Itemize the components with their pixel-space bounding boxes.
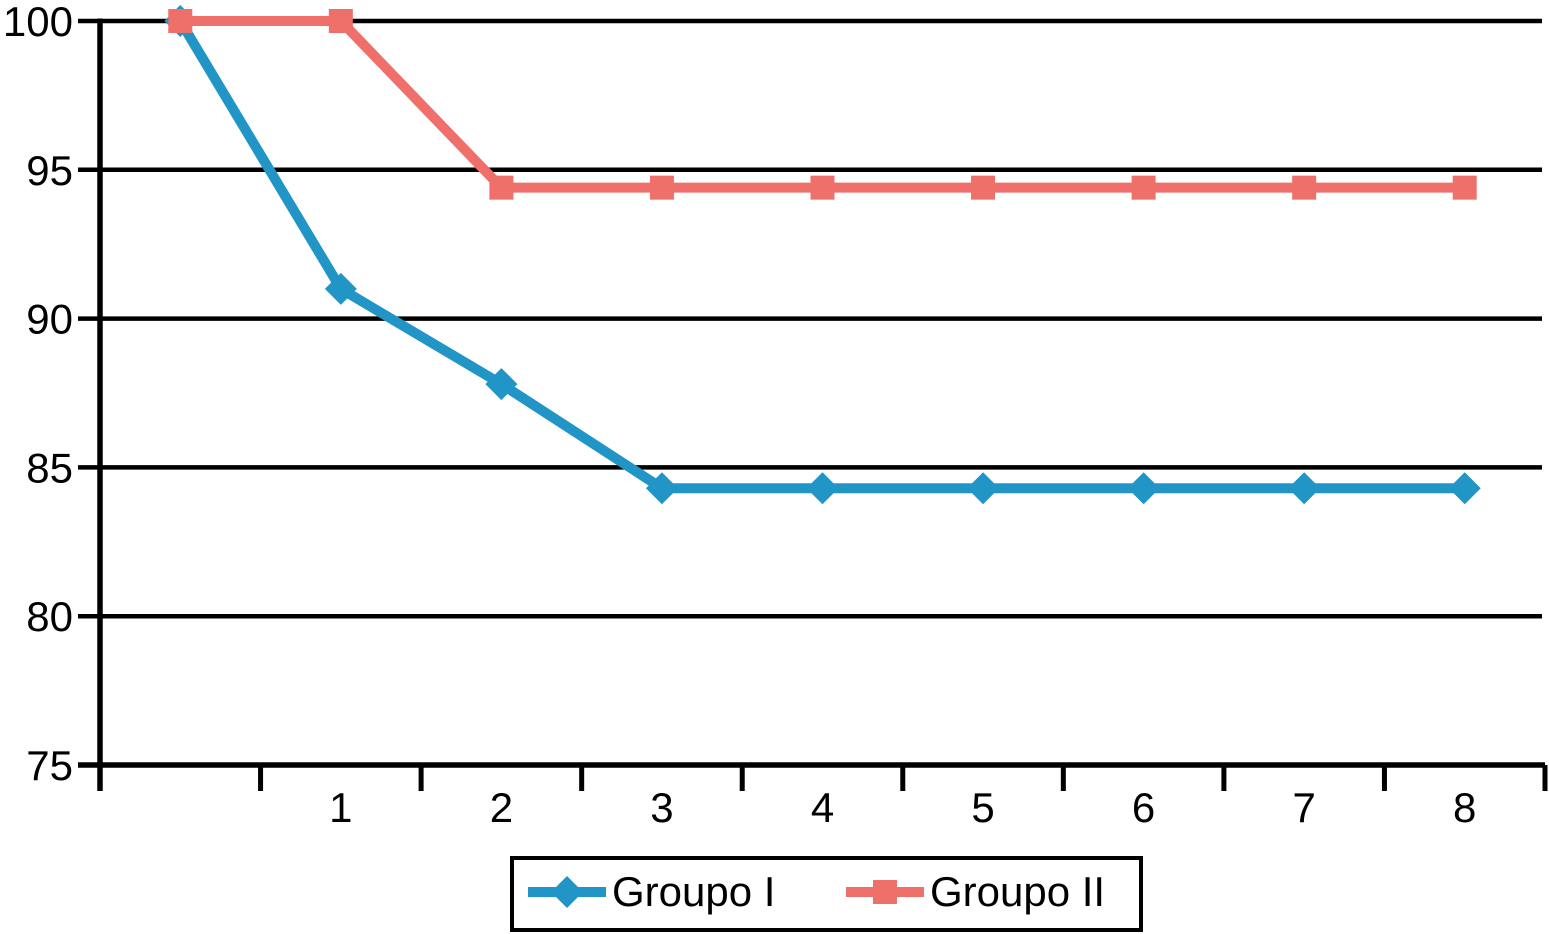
y-tick-label: 85	[26, 444, 73, 491]
square-marker-icon	[1452, 175, 1477, 200]
series-layer	[164, 5, 1481, 505]
y-tick-label: 95	[26, 147, 73, 194]
square-marker-icon	[489, 175, 514, 200]
x-tick-label: 3	[650, 784, 673, 831]
x-tick-label: 2	[490, 784, 513, 831]
legend-box	[510, 856, 1143, 932]
square-marker-icon	[328, 9, 353, 33]
x-tick-label: 8	[1453, 784, 1476, 831]
x-tick-label: 4	[811, 784, 834, 831]
diamond-marker-icon	[485, 368, 518, 401]
square-marker-icon	[168, 9, 193, 33]
series-line-2	[180, 16, 1465, 193]
diamond-marker-icon	[967, 472, 1000, 505]
x-tick-label: 7	[1292, 784, 1315, 831]
diamond-marker-icon	[1127, 472, 1160, 505]
gridlines	[78, 18, 1542, 768]
y-axis-labels: 75 80 85 90 95 100	[3, 0, 73, 789]
y-tick-label: 75	[26, 742, 73, 789]
square-marker-icon	[971, 175, 996, 200]
diamond-marker-icon	[1288, 472, 1321, 505]
diamond-marker-icon	[324, 272, 357, 305]
square-marker-icon	[873, 880, 897, 904]
square-marker-icon	[1292, 175, 1317, 200]
square-marker-icon	[810, 175, 835, 200]
series-line-1	[175, 18, 1465, 494]
y-tick-label: 80	[26, 593, 73, 640]
x-tick-label: 1	[329, 784, 352, 831]
diamond-marker-icon	[806, 472, 839, 505]
diamond-marker-icon	[1448, 472, 1481, 505]
square-marker-icon	[1131, 175, 1156, 200]
axes	[78, 18, 1548, 791]
x-tick-label: 6	[1132, 784, 1155, 831]
y-tick-label: 90	[26, 296, 73, 343]
legend-label-groupo-ii: Groupo II	[930, 868, 1105, 915]
x-axis-labels: 1 2 3 4 5 6 7 8	[329, 784, 1476, 831]
x-tick-label: 5	[971, 784, 994, 831]
y-tick-label: 100	[3, 0, 73, 45]
diamond-marker-icon	[551, 876, 583, 908]
legend: Groupo I Groupo II	[510, 856, 1143, 932]
square-marker-icon	[649, 175, 674, 200]
diamond-marker-icon	[645, 472, 678, 505]
legend-label-groupo-i: Groupo I	[612, 868, 775, 915]
